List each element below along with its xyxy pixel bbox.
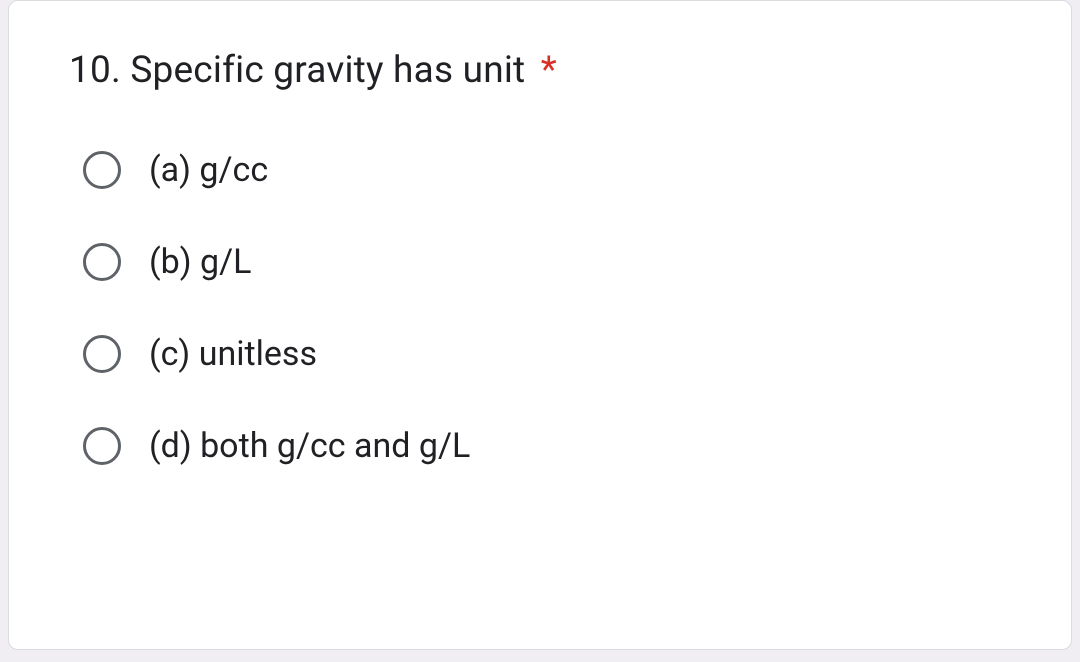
radio-icon[interactable] [83, 151, 121, 189]
option-label: (d) both g/cc and g/L [149, 426, 470, 466]
option-label: (a) g/cc [149, 150, 268, 190]
radio-icon[interactable] [83, 243, 121, 281]
option-a[interactable]: (a) g/cc [83, 150, 1011, 190]
options-group: (a) g/cc (b) g/L (c) unitless (d) both g… [69, 150, 1011, 466]
option-b[interactable]: (b) g/L [83, 242, 1011, 282]
radio-icon[interactable] [83, 427, 121, 465]
option-d[interactable]: (d) both g/cc and g/L [83, 426, 1011, 466]
question-card: 10. Specific gravity has unit * (a) g/cc… [8, 0, 1072, 650]
option-label: (c) unitless [149, 334, 317, 374]
question-title: 10. Specific gravity has unit * [69, 49, 1011, 92]
option-c[interactable]: (c) unitless [83, 334, 1011, 374]
radio-icon[interactable] [83, 335, 121, 373]
required-star-icon: * [541, 49, 557, 92]
option-label: (b) g/L [149, 242, 251, 282]
question-number: 10. [69, 49, 121, 92]
question-text: Specific gravity has unit [130, 49, 525, 92]
